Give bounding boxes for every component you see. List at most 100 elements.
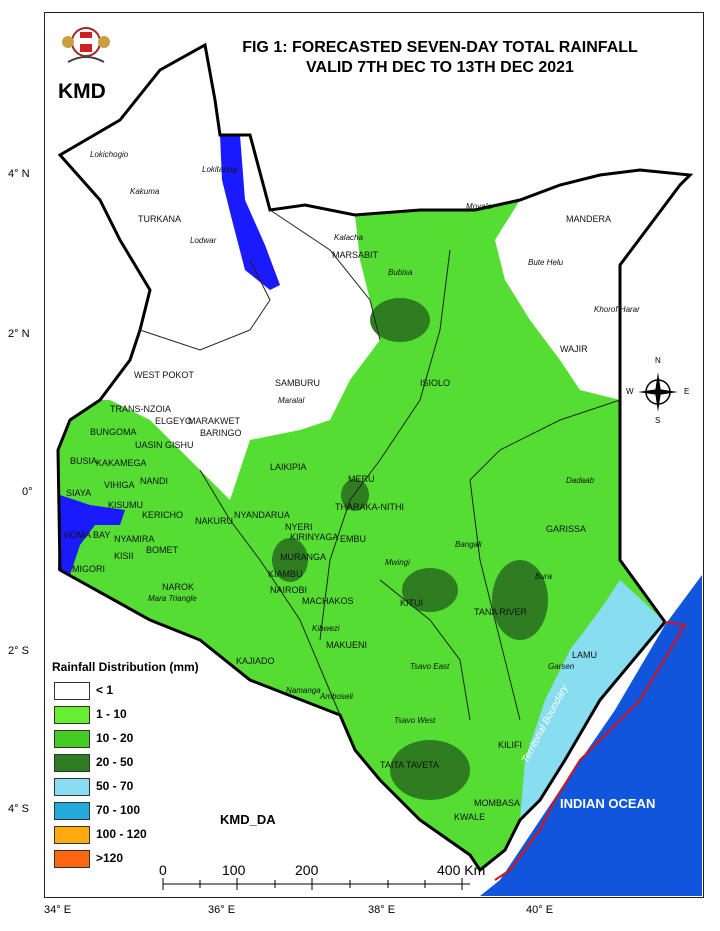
lat-tick-2n: 2° N <box>8 328 30 340</box>
county-label: ELGEYO <box>155 416 193 426</box>
county-label: NYANDARUA <box>234 510 290 520</box>
town-label: Amboseli <box>320 692 353 701</box>
county-label: MIGORI <box>72 564 105 574</box>
wet-patch-6 <box>272 538 308 582</box>
lake-victoria <box>58 495 125 575</box>
town-label: Bubisa <box>388 268 413 277</box>
credit-label: KMD_DA <box>220 812 276 827</box>
county-label: KILIFI <box>498 740 523 750</box>
legend-swatch <box>54 754 90 772</box>
county-label: NANDI <box>140 476 169 486</box>
legend-label: 10 - 20 <box>96 731 134 745</box>
coastal-wet-zone <box>520 580 665 820</box>
legend-item: 70 - 100 <box>54 802 234 820</box>
county-label: THARAKA-NITHI <box>335 502 405 512</box>
legend-label: 50 - 70 <box>96 779 134 793</box>
town-label: Namanga <box>286 686 321 695</box>
county-label: MARAKWET <box>188 416 241 426</box>
town-label: Kakuma <box>130 187 160 196</box>
wet-patch-5 <box>390 740 470 800</box>
county-label: EMBU <box>340 534 367 544</box>
legend-title: Rainfall Distribution (mm) <box>52 660 199 674</box>
map-title: FIG 1: FORECASTED SEVEN-DAY TOTAL RAINFA… <box>190 38 690 78</box>
title-line-1: FIG 1: FORECASTED SEVEN-DAY TOTAL RAINFA… <box>242 39 638 56</box>
ocean-area <box>480 575 702 896</box>
compass-rose: N S W E <box>618 356 698 436</box>
lat-tick-2s: 2° S <box>8 645 29 657</box>
county-label: VIHIGA <box>104 480 135 490</box>
lat-tick-0: 0° <box>22 486 33 498</box>
town-label: Lokitaung <box>202 165 237 174</box>
legend-swatch <box>54 850 90 868</box>
lat-tick-4n: 4° N <box>8 168 30 180</box>
town-label: Lokichogio <box>90 150 129 159</box>
town-label: Kibwezi <box>312 624 340 633</box>
town-label: Lodwar <box>190 236 217 245</box>
compass-w: W <box>626 387 634 396</box>
county-label: MACHAKOS <box>302 596 354 606</box>
county-label: MAKUENI <box>326 640 368 650</box>
legend-item: 50 - 70 <box>54 778 234 796</box>
scale-label: 400 Km <box>437 862 486 878</box>
county-label: TANA RIVER <box>474 607 527 617</box>
wet-patch-4 <box>492 560 548 640</box>
county-label: NYAMIRA <box>114 534 155 544</box>
county-label: MARSABIT <box>332 250 379 260</box>
territorial-boundary-line <box>494 621 687 881</box>
town-label: Moyale <box>466 202 492 211</box>
county-label: KERICHO <box>142 510 184 520</box>
wet-patch-3 <box>402 568 458 612</box>
legend-swatch <box>54 730 90 748</box>
county-label: BUSIA <box>70 456 98 466</box>
county-label: KITUI <box>400 598 424 608</box>
county-label: LAIKIPIA <box>270 462 307 472</box>
county-label: WAJIR <box>560 344 588 354</box>
town-label: Maralal <box>278 396 305 405</box>
county-label: MURANGA <box>280 552 327 562</box>
county-label: LAMU <box>572 650 598 660</box>
county-label: MOMBASA <box>474 798 521 808</box>
town-label: Bute Helu <box>528 258 564 267</box>
legend-swatch <box>54 682 90 700</box>
county-label: TURKANA <box>138 214 182 224</box>
county-label: KISUMU <box>108 500 144 510</box>
county-label: NAKURU <box>195 516 234 526</box>
town-label: Bura <box>535 572 552 581</box>
county-label: MANDERA <box>566 214 612 224</box>
county-label: GARISSA <box>546 524 587 534</box>
county-label: NYERI <box>285 522 313 532</box>
county-label: UASIN GISHU <box>135 440 194 450</box>
compass-s: S <box>655 416 661 425</box>
county-label: KISII <box>114 551 134 561</box>
town-label: Kalacha <box>334 233 363 242</box>
scale-bar <box>162 878 470 890</box>
wet-patch-2 <box>341 479 369 511</box>
county-label: NAIROBI <box>270 585 308 595</box>
dry-region-north <box>60 45 380 500</box>
county-label: BUNGOMA <box>90 427 137 437</box>
legend-item: < 1 <box>54 682 234 700</box>
legend-item: 10 - 20 <box>54 730 234 748</box>
lon-tick-40e: 40° E <box>526 904 554 916</box>
county-label: SIAYA <box>66 488 92 498</box>
county-label: BOMET <box>146 545 179 555</box>
county-label: KIRINYAGA <box>290 532 339 542</box>
scale-label: 200 <box>295 862 319 878</box>
county-label: KWALE <box>454 812 486 822</box>
lake-turkana <box>220 135 280 290</box>
title-line-2: VALID 7TH DEC TO 13TH DEC 2021 <box>306 59 574 76</box>
county-label: HOMA BAY <box>64 530 111 540</box>
legend-swatch <box>54 778 90 796</box>
county-label: TRANS-NZOIA <box>110 404 172 414</box>
legend-item: >120 <box>54 850 234 868</box>
town-label: Bangali <box>455 540 482 549</box>
org-label: KMD <box>58 80 106 103</box>
coat-of-arms-icon <box>62 27 110 63</box>
legend-item: 20 - 50 <box>54 754 234 772</box>
town-label: Tsavo East <box>410 662 450 671</box>
lon-tick-34e: 34° E <box>44 904 72 916</box>
county-label: MERU <box>348 474 375 484</box>
legend-label: 1 - 10 <box>96 707 127 721</box>
town-label: Dadaab <box>566 476 595 485</box>
